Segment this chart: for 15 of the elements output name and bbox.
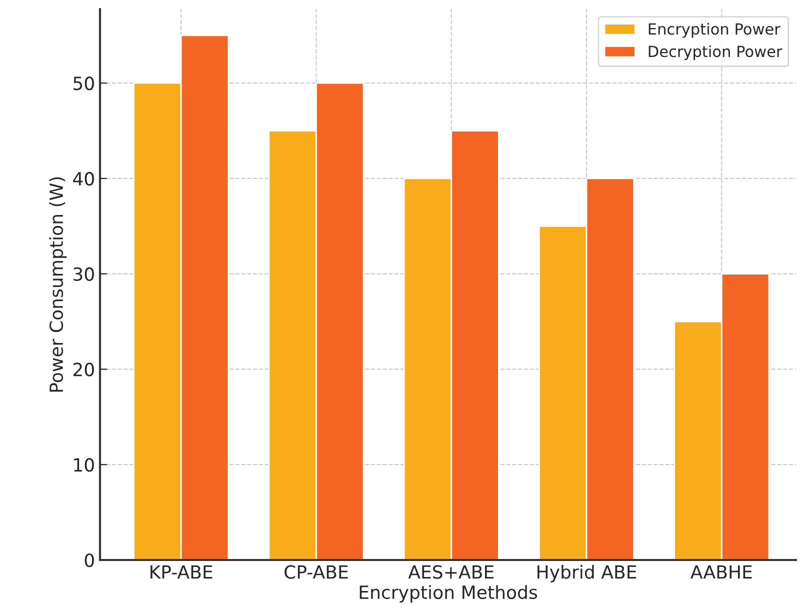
x-tick-label: KP-ABE [150, 565, 212, 579]
y-tick-label: 30 [74, 267, 94, 281]
y-tick-label: 20 [73, 362, 94, 376]
x-axis-title: Encryption Methods [360, 585, 538, 603]
y-tick-label: 10 [74, 458, 94, 472]
x-tick-label: AES+ABE [408, 565, 494, 579]
x-tick-label: CP-ABE [284, 565, 348, 579]
legend-label: Decryption Power [648, 45, 782, 60]
y-axis-title: Power Consumption (W) [49, 177, 67, 392]
y-tick-label: 40 [73, 172, 94, 186]
x-tick-label: AABHE [690, 565, 752, 579]
legend-label: Encryption Power [648, 22, 780, 38]
y-tick-label: 0 [84, 553, 94, 568]
y-tick-label: 50 [74, 76, 94, 90]
x-tick-label: Hybrid ABE [538, 564, 636, 582]
